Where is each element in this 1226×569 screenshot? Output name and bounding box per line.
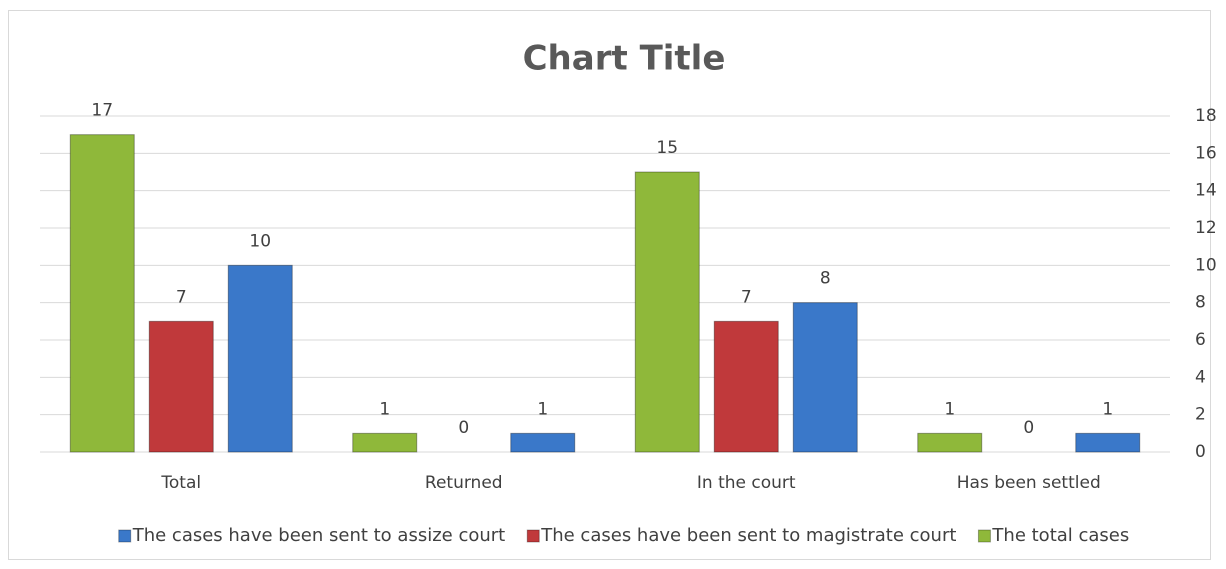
legend-marker bbox=[977, 529, 991, 543]
bar bbox=[148, 320, 214, 453]
data-label: 1 bbox=[944, 399, 955, 419]
y-tick-label: 14 bbox=[1195, 181, 1217, 201]
y-tick-label: 6 bbox=[1195, 330, 1206, 350]
x-tick-label: Total bbox=[160, 473, 201, 493]
y-tick-label: 18 bbox=[1195, 106, 1217, 126]
chart-frame bbox=[8, 10, 1211, 560]
data-label: 7 bbox=[176, 287, 187, 307]
data-label: 10 bbox=[249, 231, 271, 251]
legend-label: The cases have been sent to assize court bbox=[132, 525, 506, 546]
data-label: 0 bbox=[1023, 418, 1034, 438]
chart-title: Chart Title bbox=[523, 39, 726, 79]
data-label: 8 bbox=[820, 269, 831, 289]
data-label: 0 bbox=[458, 418, 469, 438]
bar bbox=[510, 432, 576, 453]
data-label: 1 bbox=[537, 399, 548, 419]
data-label: 1 bbox=[379, 399, 390, 419]
x-tick-label: Has been settled bbox=[957, 473, 1101, 493]
bar bbox=[352, 432, 418, 453]
bar bbox=[713, 320, 779, 453]
y-tick-label: 12 bbox=[1195, 218, 1217, 238]
data-label: 1 bbox=[1102, 399, 1113, 419]
data-label: 15 bbox=[656, 138, 678, 158]
y-tick-label: 8 bbox=[1195, 293, 1206, 313]
legend-marker bbox=[118, 529, 132, 543]
y-tick-label: 2 bbox=[1195, 405, 1206, 425]
y-tick-label: 16 bbox=[1195, 143, 1217, 163]
legend-marker bbox=[526, 529, 540, 543]
x-tick-label: Returned bbox=[425, 473, 503, 493]
bar bbox=[227, 264, 293, 453]
y-tick-label: 10 bbox=[1195, 255, 1217, 275]
y-tick-label: 4 bbox=[1195, 367, 1206, 387]
y-tick-label: 0 bbox=[1195, 442, 1206, 462]
x-tick-label: In the court bbox=[697, 473, 796, 493]
bar bbox=[69, 134, 135, 453]
bar bbox=[917, 432, 983, 453]
data-label: 7 bbox=[741, 287, 752, 307]
data-label: 17 bbox=[91, 101, 113, 121]
legend-label: The cases have been sent to magistrate c… bbox=[540, 525, 956, 546]
bar bbox=[792, 302, 858, 453]
legend-label: The total cases bbox=[991, 525, 1129, 546]
bar bbox=[634, 171, 700, 453]
bar bbox=[1075, 432, 1141, 453]
